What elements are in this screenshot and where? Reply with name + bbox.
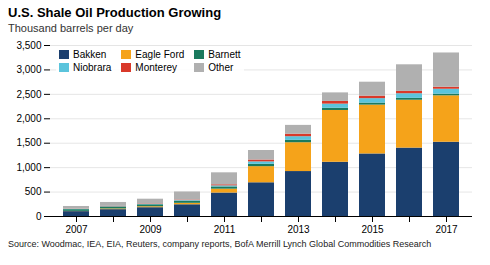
html-text:Monterey: Monterey [135,62,177,73]
html-text:Barnett: Barnett [208,49,241,60]
html-text:U.S. Shale Oil Production Grow: U.S. Shale Oil Production Growing [8,5,222,20]
svg-text:1,500: 1,500 [16,137,41,148]
svg-text:500: 500 [25,186,42,197]
html-text:Source: Woodmac, IEA, EIA, Reu: Source: Woodmac, IEA, EIA, Reuters, comp… [8,239,432,249]
svg-text:2013: 2013 [287,224,310,235]
svg-text:3,500: 3,500 [16,40,41,51]
svg-text:2,500: 2,500 [16,89,41,100]
html-text:Niobrara: Niobrara [73,62,112,73]
svg-text:1,000: 1,000 [16,162,41,173]
html-text:Thousand barrels per day: Thousand barrels per day [8,22,134,34]
html-text:Bakken: Bakken [73,49,107,60]
svg-text:0: 0 [36,211,42,222]
svg-text:2007: 2007 [65,224,88,235]
svg-text:2,000: 2,000 [16,113,41,124]
svg-text:2009: 2009 [139,224,162,235]
html-text:Other: Other [208,62,234,73]
svg-text:2011: 2011 [214,224,236,235]
html-text:Eagle Ford: Eagle Ford [135,49,185,60]
svg-text:2015: 2015 [361,224,384,235]
svg-text:3,000: 3,000 [16,64,41,75]
svg-text:2017: 2017 [435,224,458,235]
